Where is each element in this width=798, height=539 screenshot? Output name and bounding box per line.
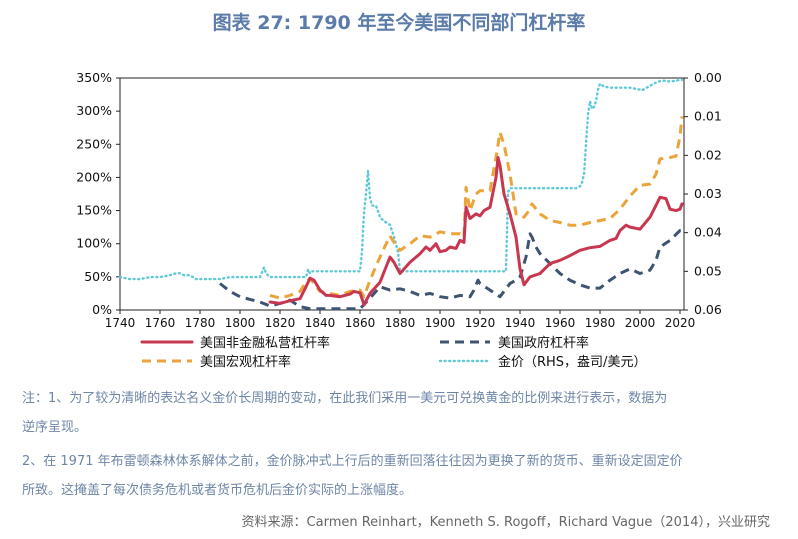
x-tick-label: 1780 [185, 316, 216, 330]
x-tick-label: 1920 [465, 316, 496, 330]
x-tick-label: 1900 [425, 316, 456, 330]
y-right-tick-label: 0.05 [694, 263, 722, 278]
plot-border [119, 77, 685, 311]
x-tick-label: 1840 [305, 316, 336, 330]
series-line-government [219, 229, 682, 311]
series-layer [118, 78, 684, 311]
series-line-gold [118, 78, 684, 281]
y-right-tick-label: 0.02 [694, 147, 722, 162]
note-line-2: 逆序呈现。 [22, 420, 88, 435]
legend-label-macro: 美国宏观杠杆率 [200, 354, 291, 370]
y-left-tick-label: 50% [84, 269, 112, 284]
legend-label-government: 美国政府杠杆率 [498, 335, 589, 351]
x-tick-label: 1760 [145, 316, 176, 330]
x-tick-label: 1800 [225, 316, 256, 330]
y-right-tick-label: 0.04 [694, 225, 722, 240]
series-line-macro [269, 116, 684, 300]
x-tick-label: 2020 [665, 316, 696, 330]
series-line-nonfinancial [268, 156, 684, 307]
y-right-tick-label: 0.01 [694, 109, 722, 124]
legend-label-gold: 金价（RHS，盎司/美元） [498, 354, 646, 370]
y-right-tick-label: 0.03 [694, 186, 722, 201]
y-left-tick-label: 150% [76, 203, 112, 218]
y-left-tick-label: 300% [76, 103, 112, 118]
x-tick-label: 1880 [385, 316, 416, 330]
x-tick-label: 1980 [585, 316, 616, 330]
note-line-4: 所致。这掩盖了每次债务危机或者货币危机后金价实际的上涨幅度。 [22, 483, 413, 498]
x-tick-label: 1820 [265, 316, 296, 330]
y-left-tick-label: 250% [76, 136, 112, 151]
y-right-tick-label: 0.06 [694, 302, 722, 317]
legend-label-nonfinancial: 美国非金融私营杠杆率 [200, 335, 330, 351]
plot-frame [119, 77, 685, 311]
y-left-tick-label: 200% [76, 169, 112, 184]
note-line-1: 注：1、为了较为清晰的表达名义金价长周期的变动，在此我们采用一美元可兑换黄金的比… [22, 391, 668, 406]
y-left-tick-label: 0% [92, 302, 112, 317]
x-tick-label: 1740 [105, 316, 136, 330]
x-tick-label: 2000 [625, 316, 656, 330]
y-left-tick-label: 350% [76, 70, 112, 85]
x-tick-label: 1860 [345, 316, 376, 330]
y-left-tick-label: 100% [76, 236, 112, 251]
page-title: 图表 27: 1790 年至今美国不同部门杠杆率 [212, 12, 586, 34]
y-right-tick-label: 0.00 [694, 70, 722, 85]
axes: 0% 50% 100% 150% 200% 250% 300% 350% 0.00 0.01 0.0… [76, 70, 722, 330]
x-tick-label: 1960 [545, 316, 576, 330]
x-tick-label: 1940 [505, 316, 536, 330]
chart: 0% 50% 100% 150% 200% 250% 300% 350% 0.00 0.01 0.0… [76, 70, 722, 370]
source-note: 资料来源：Carmen Reinhart，Kenneth S. Rogoff，R… [241, 515, 770, 530]
note-line-3: 2、在 1971 年布雷顿森林体系解体之前，金价脉冲式上行后的重新回落往往因为更… [22, 454, 683, 469]
